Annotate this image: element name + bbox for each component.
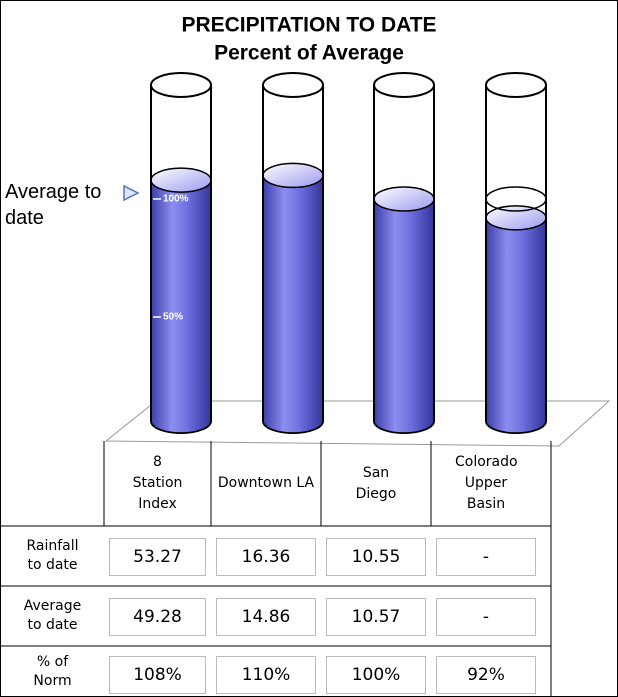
table-cell-text: 10.57 bbox=[351, 607, 401, 627]
table-cell-text: 16.36 bbox=[241, 547, 291, 567]
row-label: Rainfall to date bbox=[1, 526, 104, 586]
value-label-text: 108% bbox=[133, 665, 182, 685]
table-cell: 53.27 bbox=[109, 538, 206, 576]
table-cell: 10.55 bbox=[326, 538, 426, 576]
glass-top bbox=[373, 72, 435, 98]
y-tick-label: 50% bbox=[163, 312, 183, 323]
row-label-text: Average to date bbox=[23, 598, 82, 633]
x-tick-label-text: Downtown LA bbox=[217, 475, 315, 491]
table-cell: 49.28 bbox=[109, 598, 206, 636]
glass-top bbox=[262, 72, 324, 98]
table-cell: - bbox=[436, 598, 536, 636]
floor bbox=[104, 400, 611, 447]
glass-top bbox=[150, 72, 212, 98]
table-cell: 16.36 bbox=[216, 538, 316, 576]
liquid bbox=[262, 174, 324, 434]
x-tick-label-text: San Diego bbox=[355, 464, 397, 502]
liquid bbox=[485, 217, 547, 434]
chart-subtitle: Percent of Average bbox=[214, 42, 404, 65]
x-tick-label-text: Colorado Upper Basin bbox=[455, 454, 518, 512]
table-cell: - bbox=[436, 538, 536, 576]
row-label-text: % of Norm bbox=[33, 654, 72, 689]
liquid-top bbox=[485, 205, 547, 231]
value-label: 92% bbox=[436, 656, 536, 694]
glass-top bbox=[485, 72, 547, 98]
row-label: Average to date bbox=[1, 586, 104, 646]
table-cell-text: 49.28 bbox=[133, 607, 182, 627]
y-tick-label: 100% bbox=[163, 194, 189, 205]
glass-side bbox=[373, 85, 435, 421]
table-cell-text: 14.86 bbox=[241, 607, 291, 627]
chart-title: PRECIPITATION TO DATE bbox=[181, 14, 436, 37]
value-label-text: 92% bbox=[467, 665, 505, 685]
arrow bbox=[123, 184, 140, 202]
value-label: 100% bbox=[326, 656, 426, 694]
liquid bbox=[150, 179, 212, 434]
x-tick-label: 8 Station Index bbox=[104, 441, 211, 526]
table-cell: 14.86 bbox=[216, 598, 316, 636]
glass-side bbox=[262, 85, 324, 421]
table-cell-text: 10.55 bbox=[351, 547, 401, 567]
x-tick-label: Downtown LA bbox=[211, 441, 321, 526]
value-label: 108% bbox=[109, 656, 206, 694]
value-label-text: 100% bbox=[351, 665, 401, 685]
x-tick-label: San Diego bbox=[321, 441, 431, 526]
table-cell-text: - bbox=[482, 547, 490, 567]
x-tick-label-text: 8 Station Index bbox=[132, 454, 183, 512]
table-cell: 10.57 bbox=[326, 598, 426, 636]
glass-side bbox=[485, 85, 547, 421]
liquid bbox=[373, 198, 435, 434]
liquid-top bbox=[262, 162, 324, 189]
x-tick-label: Colorado Upper Basin bbox=[431, 441, 541, 526]
annotation: Average to date bbox=[5, 181, 102, 229]
table-cell-text: 53.27 bbox=[133, 547, 182, 567]
row-label-text: Rainfall to date bbox=[26, 538, 79, 573]
row-label: % of Norm bbox=[1, 646, 104, 696]
value-label: 110% bbox=[216, 656, 316, 694]
table-cell-text: - bbox=[482, 607, 490, 627]
liquid-top bbox=[150, 167, 212, 193]
value-label-text: 110% bbox=[241, 665, 291, 685]
glass-side bbox=[150, 85, 212, 421]
